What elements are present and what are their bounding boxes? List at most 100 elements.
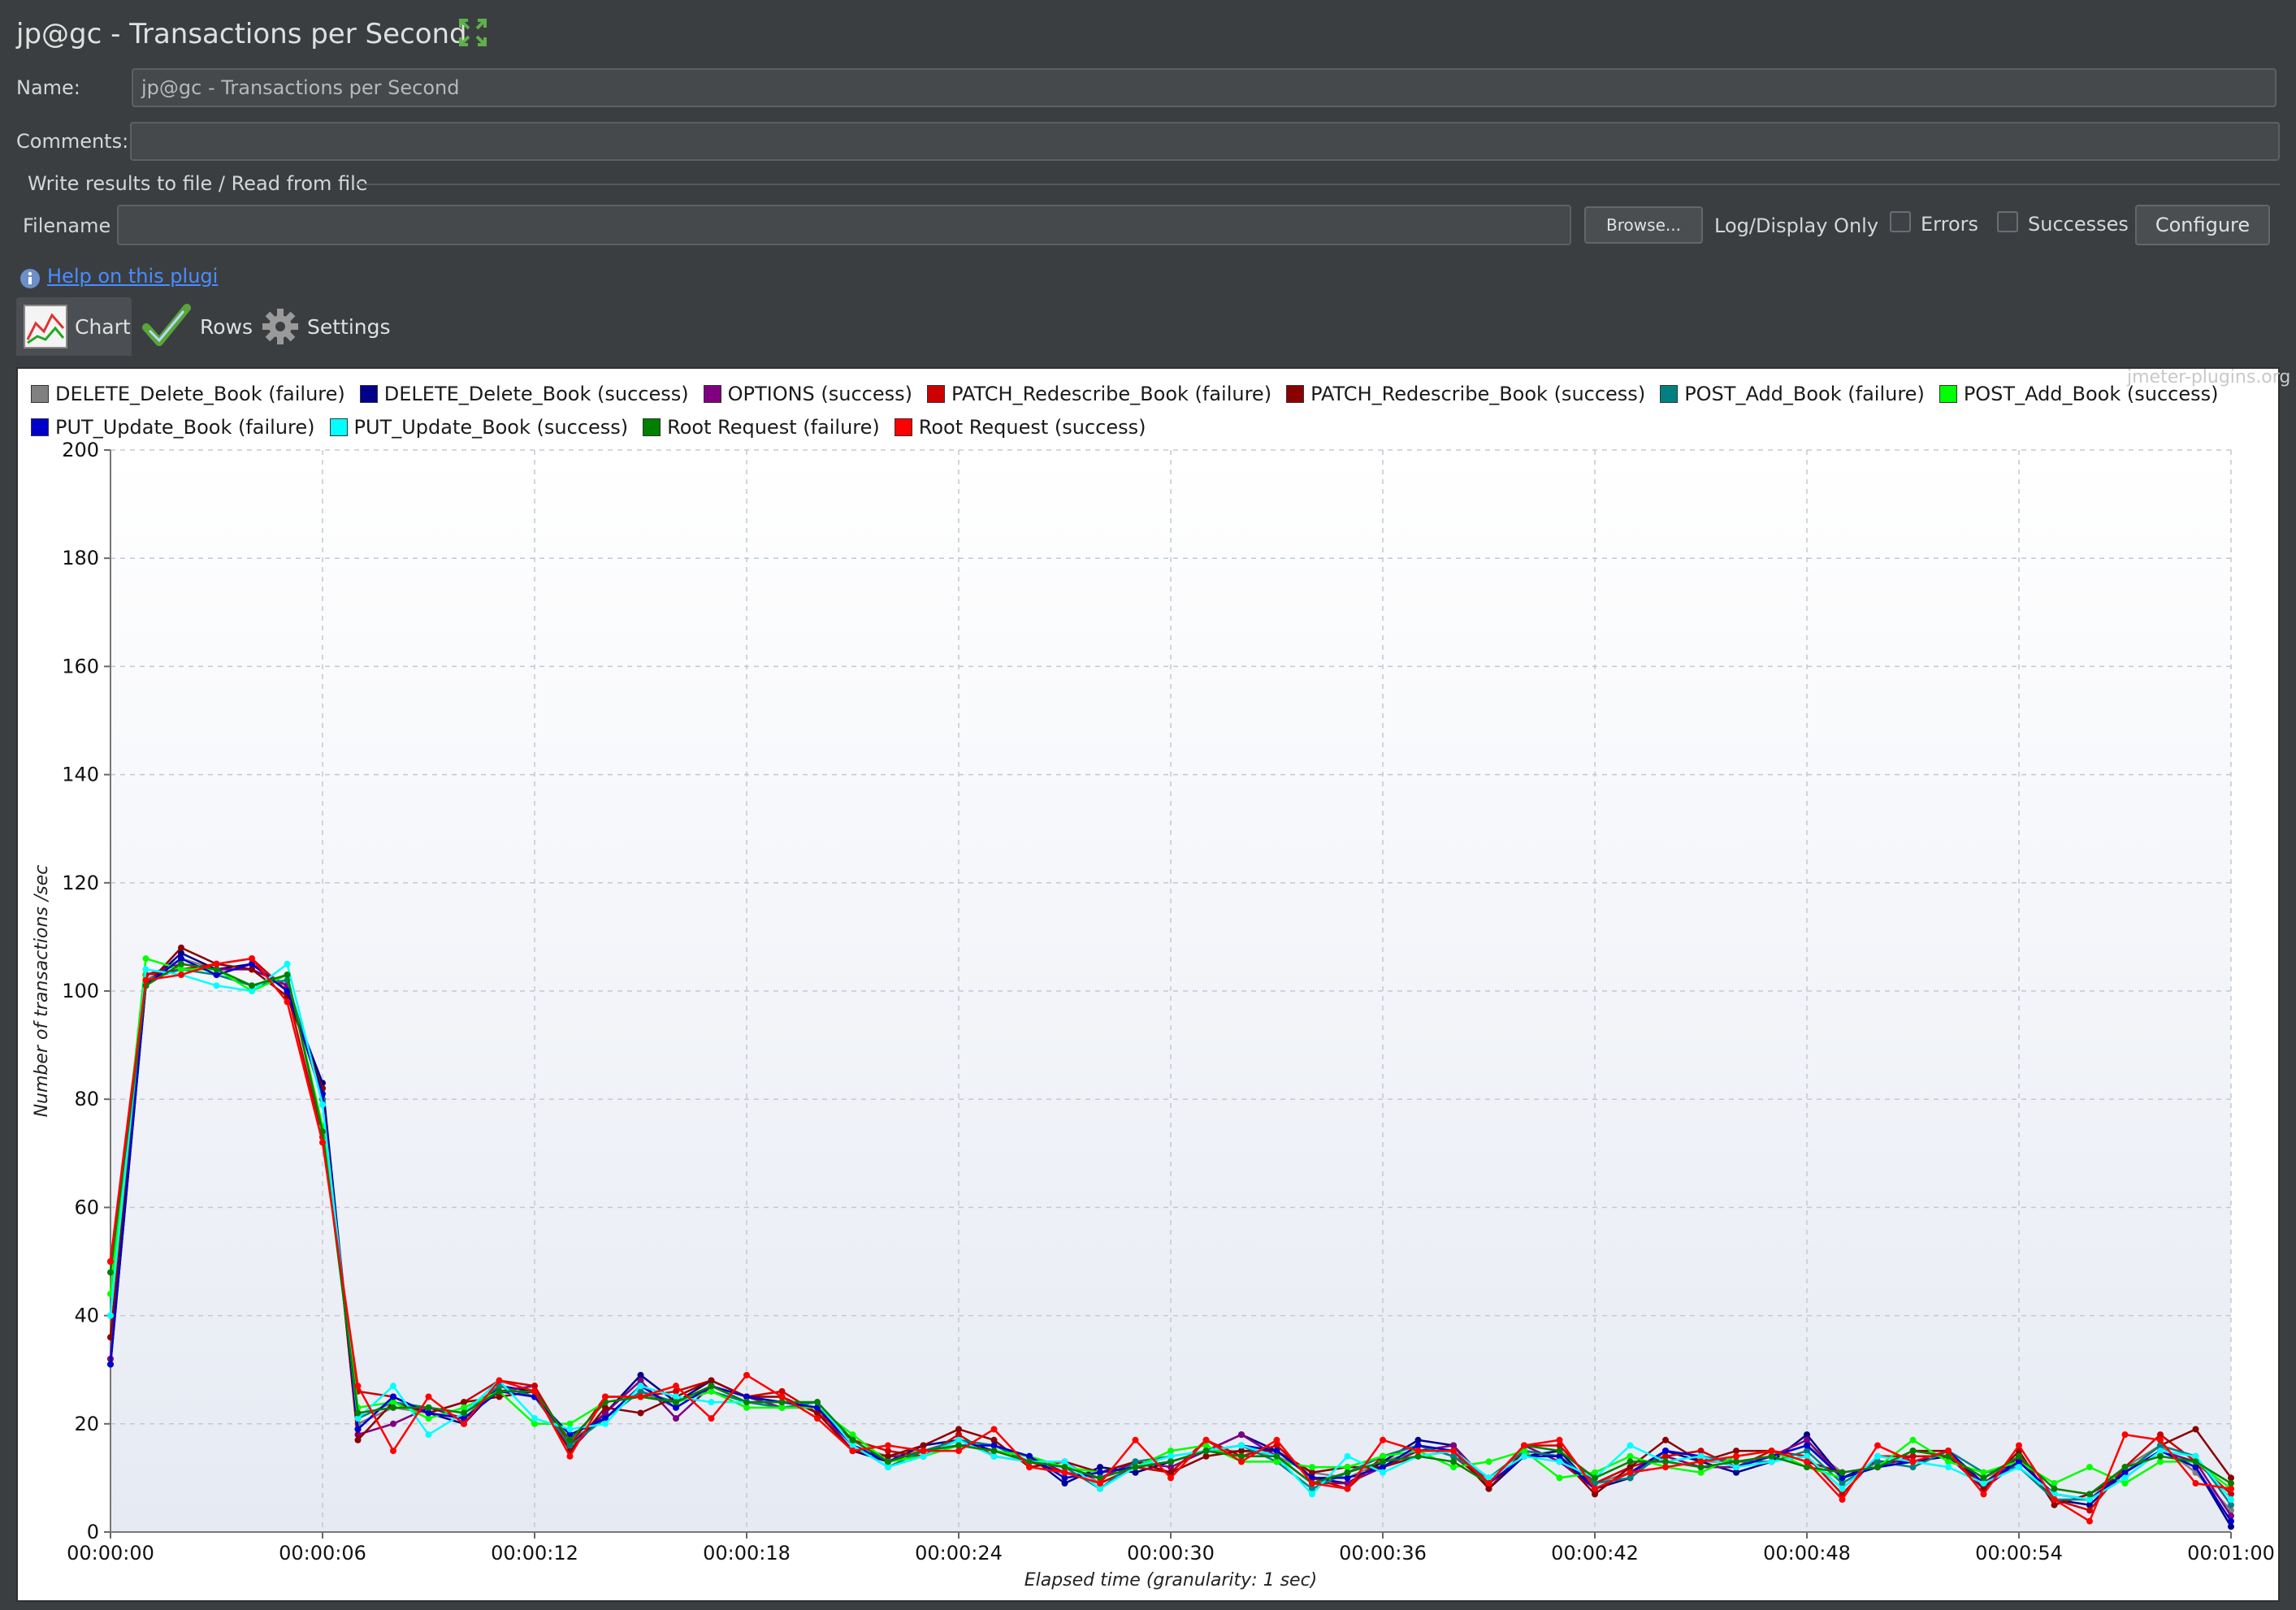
data-point [354,1415,362,1422]
data-point [1273,1452,1280,1460]
data-point [1485,1474,1492,1482]
data-point [1592,1485,1598,1492]
legend-item: POST_Add_Book (success) [1939,379,2219,409]
data-point [885,1464,891,1471]
data-point [425,1431,432,1439]
data-point [1061,1474,1068,1482]
data-point [955,1442,962,1449]
data-point [1380,1469,1386,1476]
data-point [1344,1485,1351,1492]
data-point [1097,1485,1103,1492]
window-title: jp@gc - Transactions per Second [16,18,467,50]
data-point [1132,1464,1139,1471]
data-point [1309,1469,1315,1476]
data-point [778,1393,786,1400]
successes-label: Successes [2028,213,2129,236]
data-point [531,1387,538,1395]
data-point [2228,1491,2234,1498]
data-point [178,950,184,957]
data-point [1874,1458,1881,1465]
expand-icon[interactable] [458,18,487,47]
data-point [1627,1442,1634,1449]
data-point [1097,1469,1103,1476]
data-point [1909,1436,1917,1443]
data-point [284,988,291,994]
data-point [885,1452,891,1460]
data-point [1273,1436,1280,1443]
data-point [1627,1452,1634,1460]
data-point [1980,1469,1987,1476]
tab-settings[interactable]: Settings [262,297,391,356]
data-point [213,966,220,973]
series-line [107,955,2234,1525]
legend-swatch [1939,385,1957,403]
data-point [249,982,255,989]
data-point [461,1420,467,1427]
data-point [1380,1464,1386,1471]
data-point [1026,1458,1033,1465]
data-point [425,1393,432,1400]
data-point [2192,1452,2199,1460]
tab-rows[interactable]: Rows [141,297,253,356]
data-point [1839,1485,1846,1492]
x-tick-label: 00:00:54 [1975,1542,2063,1565]
data-point [1662,1452,1669,1460]
data-point [849,1448,856,1455]
file-group-label: Write results to file / Read from file [28,172,368,195]
data-point [2121,1464,2129,1471]
data-point [637,1387,644,1395]
data-point [1167,1458,1174,1465]
data-point [1167,1448,1174,1455]
data-point [1344,1469,1351,1476]
data-point [1874,1464,1881,1471]
data-point [990,1436,998,1443]
data-point [708,1415,715,1422]
browse-button[interactable]: Browse... [1584,206,1703,244]
legend-swatch [927,385,946,403]
data-point [637,1383,644,1390]
data-point [2228,1523,2234,1530]
data-point [249,960,255,967]
legend-swatch [1660,385,1679,403]
tab-settings-label: Settings [307,314,391,339]
comments-input[interactable] [130,122,2280,161]
data-point [178,955,184,963]
data-point [1627,1469,1634,1476]
tab-chart-label: Chart [75,314,131,339]
data-point [2086,1464,2093,1471]
data-point [814,1409,821,1417]
data-point [602,1420,609,1427]
errors-checkbox[interactable] [1890,211,1911,232]
data-point [2192,1480,2199,1487]
data-point [1697,1448,1705,1455]
configure-button[interactable]: Configure [2135,205,2270,245]
x-tick-label: 00:00:12 [491,1542,578,1565]
name-input[interactable]: jp@gc - Transactions per Second [132,68,2277,107]
legend-swatch [31,418,49,436]
data-point [1309,1485,1315,1492]
data-point [566,1436,574,1443]
data-point [1909,1458,1917,1465]
successes-checkbox[interactable] [1997,211,2018,232]
y-tick-label: 0 [87,1521,99,1543]
data-point [1309,1480,1315,1487]
data-point [708,1383,715,1390]
data-point [496,1377,503,1384]
data-point [637,1393,644,1400]
data-point [107,1269,114,1276]
data-point [1414,1436,1422,1443]
data-point [673,1399,679,1406]
data-point [2086,1507,2093,1514]
series-line [107,960,2234,1498]
data-point [1768,1458,1775,1465]
data-point [1344,1474,1351,1482]
tab-chart[interactable]: Chart [16,297,132,356]
x-tick-label: 00:00:30 [1127,1542,1215,1565]
filename-input[interactable] [117,205,1571,245]
data-point [1662,1458,1669,1465]
data-point [107,1258,114,1265]
help-link[interactable]: Help on this plugi [47,265,219,288]
data-point [708,1387,715,1395]
data-point [1839,1469,1846,1476]
data-point [178,960,184,967]
